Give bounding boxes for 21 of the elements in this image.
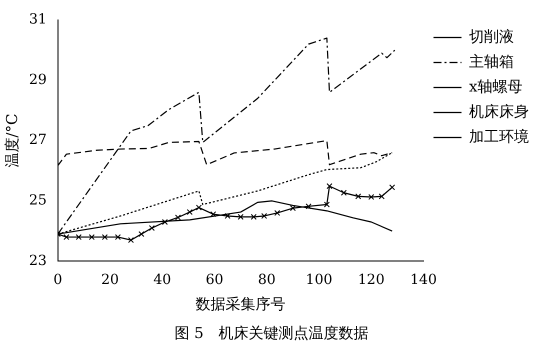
y-tick-label: 25: [28, 192, 47, 209]
legend-label: x轴螺母: [469, 77, 522, 96]
y-tick-label: 27: [28, 132, 47, 148]
legend-label: 加工环境: [469, 127, 529, 146]
y-axis-title: 温度/°C: [2, 114, 21, 168]
y-tick-label: 29: [28, 72, 47, 88]
x-tick-label: 100: [306, 272, 332, 288]
x-axis-title: 数据采集序号: [196, 294, 286, 313]
x-tick-label: 60: [206, 272, 224, 288]
x-tick-label: 20: [101, 272, 119, 288]
caption: 图 5 机床关键测点温度数据: [173, 324, 370, 343]
x-tick-label: 0: [53, 272, 62, 288]
x-tick-label: 80: [258, 272, 276, 288]
y-tick-label: 31: [28, 12, 47, 28]
legend-label: 切削液: [469, 27, 514, 46]
x-tick-label: 140: [410, 272, 437, 288]
x-tick-label: 120: [358, 272, 385, 288]
y-tick-label: 23: [28, 252, 47, 269]
legend-label: 主轴箱: [469, 52, 514, 70]
x-tick-label: 40: [153, 272, 172, 288]
legend-label: 机床床身: [469, 102, 529, 120]
